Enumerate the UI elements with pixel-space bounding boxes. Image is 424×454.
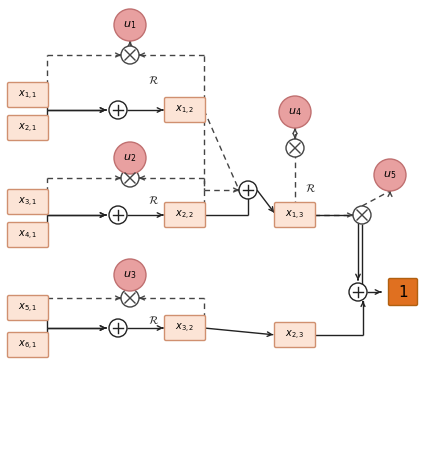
Circle shape xyxy=(109,101,127,119)
Text: $x_{6,1}$: $x_{6,1}$ xyxy=(18,338,38,351)
Text: $x_{5,1}$: $x_{5,1}$ xyxy=(18,301,38,315)
Circle shape xyxy=(121,46,139,64)
Circle shape xyxy=(109,206,127,224)
Text: $1$: $1$ xyxy=(398,284,408,300)
FancyBboxPatch shape xyxy=(8,222,48,247)
Text: $\mathcal{R}$: $\mathcal{R}$ xyxy=(148,194,159,206)
FancyBboxPatch shape xyxy=(8,189,48,214)
Circle shape xyxy=(239,181,257,199)
FancyBboxPatch shape xyxy=(274,322,315,347)
Text: $x_{3,1}$: $x_{3,1}$ xyxy=(18,196,38,208)
Text: $x_{1,3}$: $x_{1,3}$ xyxy=(285,208,305,222)
Text: $u_5$: $u_5$ xyxy=(383,169,396,181)
Text: $\mathcal{R}$: $\mathcal{R}$ xyxy=(148,74,159,86)
Circle shape xyxy=(279,96,311,128)
Text: $u_4$: $u_4$ xyxy=(288,106,302,118)
Circle shape xyxy=(114,142,146,174)
Circle shape xyxy=(121,289,139,307)
Text: $\mathcal{R}$: $\mathcal{R}$ xyxy=(148,314,159,326)
FancyBboxPatch shape xyxy=(165,98,206,123)
FancyBboxPatch shape xyxy=(274,202,315,227)
Text: $x_{2,3}$: $x_{2,3}$ xyxy=(285,328,305,341)
FancyBboxPatch shape xyxy=(8,332,48,357)
FancyBboxPatch shape xyxy=(8,296,48,321)
FancyBboxPatch shape xyxy=(165,202,206,227)
FancyBboxPatch shape xyxy=(388,278,418,306)
FancyBboxPatch shape xyxy=(8,115,48,140)
Circle shape xyxy=(114,259,146,291)
FancyBboxPatch shape xyxy=(165,316,206,340)
Circle shape xyxy=(353,206,371,224)
Circle shape xyxy=(121,169,139,187)
Text: $u_2$: $u_2$ xyxy=(123,152,137,164)
Text: $x_{4,1}$: $x_{4,1}$ xyxy=(18,228,38,242)
Circle shape xyxy=(374,159,406,191)
Text: $x_{1,2}$: $x_{1,2}$ xyxy=(175,104,195,117)
Text: $x_{2,1}$: $x_{2,1}$ xyxy=(18,122,38,134)
Circle shape xyxy=(349,283,367,301)
Circle shape xyxy=(109,319,127,337)
Text: $x_{3,2}$: $x_{3,2}$ xyxy=(175,321,195,335)
Circle shape xyxy=(286,139,304,157)
FancyBboxPatch shape xyxy=(8,83,48,108)
Text: $\mathcal{R}$: $\mathcal{R}$ xyxy=(305,182,316,194)
Text: $x_{1,1}$: $x_{1,1}$ xyxy=(18,89,38,102)
Text: $u_1$: $u_1$ xyxy=(123,19,137,31)
Text: $x_{2,2}$: $x_{2,2}$ xyxy=(175,208,195,222)
Text: $u_3$: $u_3$ xyxy=(123,269,137,281)
Circle shape xyxy=(114,9,146,41)
